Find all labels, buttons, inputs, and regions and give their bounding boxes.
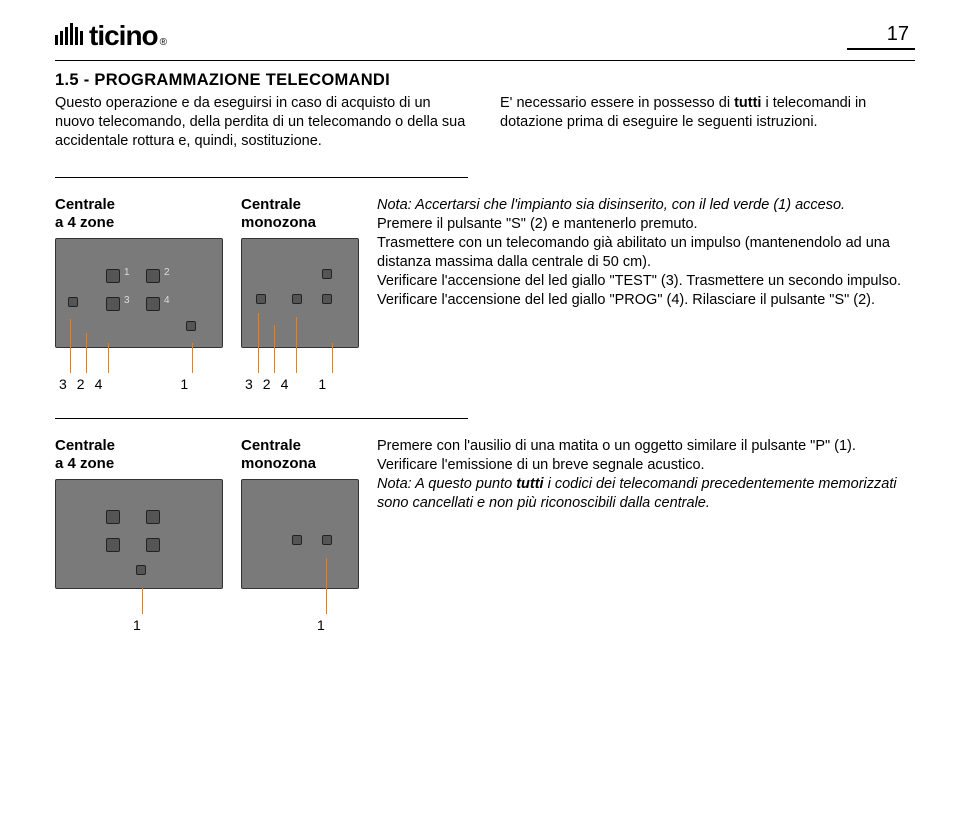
instructions-block-1: Nota: Accertarsi che l'impianto sia disi…: [377, 196, 915, 309]
section-title: 1.5 - PROGRAMMAZIONE TELECOMANDI: [55, 71, 915, 90]
instr2-l1: Premere con l'ausilio di una matita o un…: [377, 438, 856, 454]
callout-num: 1: [317, 617, 325, 633]
logo-bars-icon: [55, 23, 83, 45]
device-image-4zone: 1 2 3 4: [55, 238, 223, 348]
callout-num: 1: [318, 376, 326, 392]
callout-num: 4: [95, 376, 103, 392]
intro-right: E' necessario essere in possesso di tutt…: [500, 94, 915, 151]
callouts-mono-2: 1: [241, 617, 325, 633]
instr2-nota-pre: Nota: A questo punto: [377, 476, 516, 492]
instr1-l4: Verificare l'accensione del led giallo "…: [377, 273, 901, 289]
callout-num: 2: [77, 376, 85, 392]
panel-4zone-2: Centrale a 4 zone 1: [55, 437, 223, 633]
brand-logo: ticino ®: [55, 20, 167, 52]
panel-mono-1: Centrale monozona 3 2 4 1: [241, 196, 359, 392]
intro-left: Questo operazione e da eseguirsi in caso…: [55, 94, 470, 151]
panel-4zone-label-2: Centrale a 4 zone: [55, 437, 115, 473]
callouts-4zone-1: 3 2 4 1: [55, 376, 188, 392]
header-rule: [55, 60, 915, 61]
panel-mono-label: Centrale monozona: [241, 196, 316, 232]
panel-mono-label-2: Centrale monozona: [241, 437, 316, 473]
instr1-l5: Verificare l'accensione del led giallo "…: [377, 292, 875, 308]
device-image-mono-2: [241, 479, 359, 589]
callouts-4zone-2: 1: [55, 617, 141, 633]
callouts-mono-1: 3 2 4 1: [241, 376, 326, 392]
intro-right-bold: tutti: [734, 95, 761, 111]
callout-num: 3: [245, 376, 253, 392]
mid-rule-1: [55, 177, 468, 178]
device-image-4zone-2: [55, 479, 223, 589]
callout-num: 3: [59, 376, 67, 392]
mid-rule-2: [55, 418, 468, 419]
instr2-nota-bold: tutti: [516, 476, 543, 492]
instructions-block-2: Premere con l'ausilio di una matita o un…: [377, 437, 915, 512]
instr1-nota: Nota: Accertarsi che l'impianto sia disi…: [377, 197, 845, 213]
page-number-box: 17: [847, 23, 915, 50]
instr1-l3: Trasmettere con un telecomando già abili…: [377, 235, 890, 270]
callout-num: 1: [180, 376, 188, 392]
callout-num: 2: [263, 376, 271, 392]
callout-num: 1: [133, 617, 141, 633]
logo-text: ticino: [89, 20, 158, 52]
callout-num: 4: [281, 376, 289, 392]
instr1-l2: Premere il pulsante "S" (2) e mantenerlo…: [377, 216, 698, 232]
page-number: 17: [887, 23, 909, 45]
intro-right-pre: E' necessario essere in possesso di: [500, 95, 734, 111]
panel-mono-2: Centrale monozona 1: [241, 437, 359, 633]
panel-4zone-label: Centrale a 4 zone: [55, 196, 115, 232]
instr2-l2: Verificare l'emissione di un breve segna…: [377, 457, 705, 473]
registered-icon: ®: [160, 37, 167, 48]
panel-4zone-1: Centrale a 4 zone 1 2 3 4 3 2 4 1: [55, 196, 223, 392]
device-image-mono: [241, 238, 359, 348]
